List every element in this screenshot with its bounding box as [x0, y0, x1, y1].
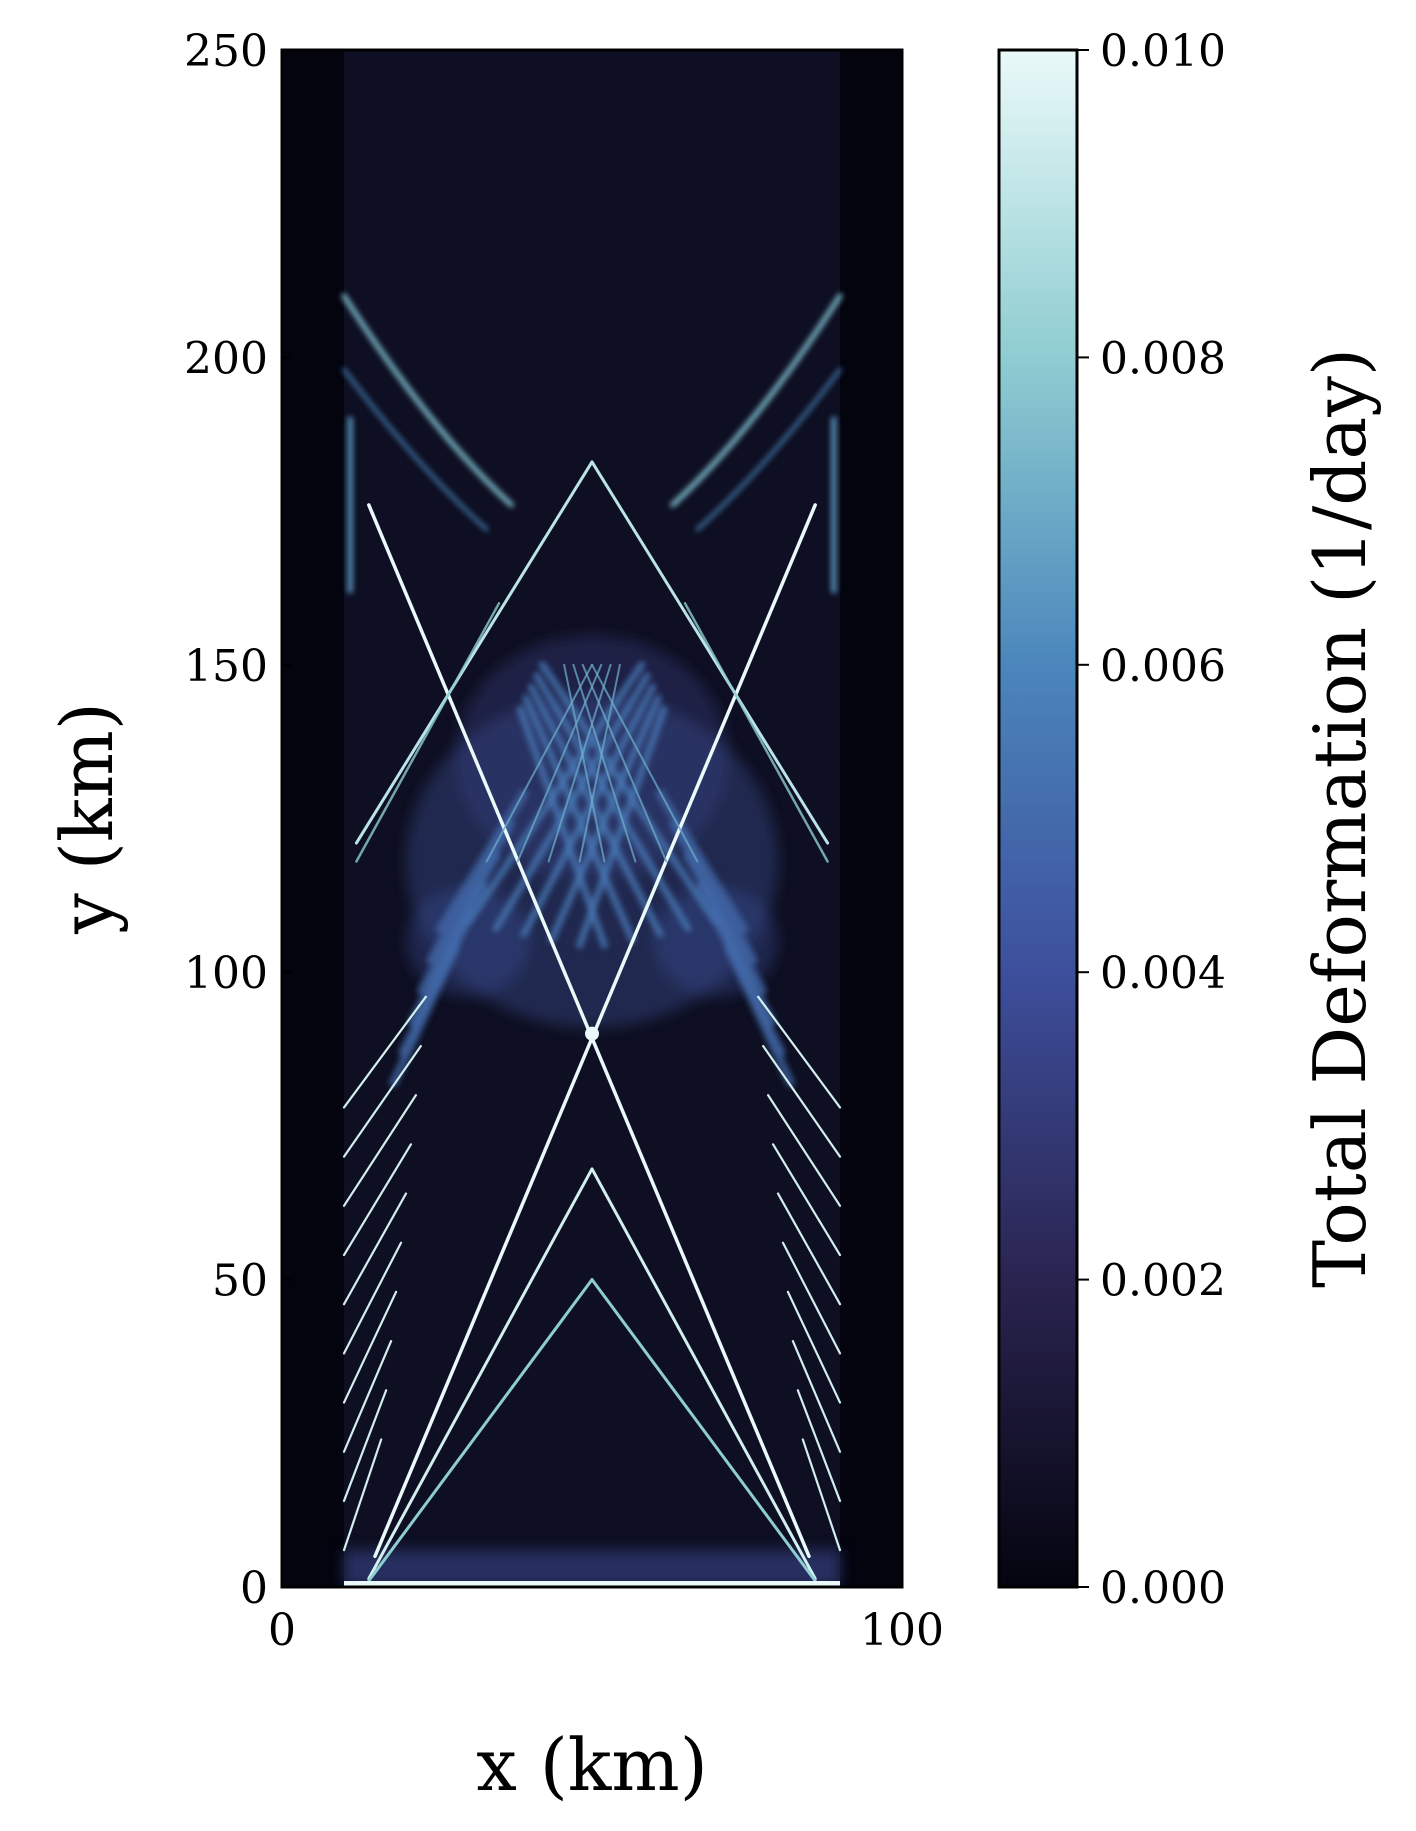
colorbar-tick-label: 0.004 — [1100, 948, 1226, 999]
y-axis-label: y (km) — [45, 702, 129, 935]
edge-fracture — [776, 1192, 842, 1306]
lattice-fracture — [485, 663, 593, 863]
edge-fracture — [762, 1044, 842, 1158]
edge-fracture — [342, 1290, 398, 1404]
lower-arch-line — [590, 1278, 817, 1583]
deformation-field — [341, 50, 843, 1587]
crossing-point — [585, 1026, 599, 1041]
edge-fracture — [342, 1389, 388, 1503]
edge-fracture — [766, 1094, 842, 1207]
upper-left-arc-2 — [342, 367, 489, 532]
flank-band — [426, 820, 515, 965]
lattice-band — [538, 661, 720, 927]
y-tick-label: 200 — [184, 333, 268, 384]
y-axis: 0 50 100 150 200 250 — [184, 26, 292, 1614]
boundary-band — [344, 1581, 840, 1587]
lower-arch-line — [367, 1278, 594, 1583]
edge-fracture — [342, 995, 427, 1109]
upper-right-arc — [670, 293, 843, 508]
heatmap-plot-area — [280, 48, 904, 1589]
edge-fracture — [791, 1339, 842, 1453]
edge-fracture — [342, 1094, 418, 1207]
lattice-fracture — [516, 663, 603, 863]
lattice-band — [464, 661, 646, 927]
lower-arch-line — [590, 1167, 817, 1581]
upper-arch-line-2 — [683, 602, 829, 863]
colorbar-tick-label: 0.008 — [1100, 333, 1226, 384]
edge-fracture — [342, 1438, 383, 1552]
colorbar-scale — [997, 48, 1079, 1589]
lattice-fracture — [578, 663, 621, 863]
lower-arch-line — [367, 1167, 594, 1581]
y-tick-label: 0 — [240, 1563, 268, 1614]
x-axis: 0 100 — [268, 1577, 944, 1656]
colorbar-tick-label: 0.010 — [1100, 26, 1226, 77]
deformation-bands — [341, 293, 843, 1088]
lattice-band — [522, 694, 636, 944]
edge-fracture — [342, 1241, 403, 1355]
edge-fracture — [781, 1241, 842, 1355]
x-axis-label: x (km) — [476, 1723, 708, 1807]
x-tick-label: 0 — [268, 1605, 296, 1656]
edge-fracture — [342, 1143, 413, 1257]
lattice-fracture — [572, 663, 637, 863]
edge-fracture — [771, 1143, 842, 1257]
colorbar-ticks: 0.000 0.002 0.004 0.006 0.008 0.010 — [1077, 26, 1226, 1614]
plot-frame — [280, 48, 904, 1589]
x-tick-label: 100 — [860, 1605, 944, 1656]
lattice-fracture — [581, 663, 668, 863]
edge-fracture — [342, 1192, 408, 1306]
lattice-fracture — [547, 663, 612, 863]
y-tick-label: 250 — [184, 26, 268, 77]
lattice-band — [516, 705, 608, 949]
upper-arch-line-2 — [355, 602, 501, 863]
y-tick-label: 50 — [212, 1256, 268, 1307]
edge-fracture — [796, 1389, 842, 1503]
deformation-fractures — [342, 50, 842, 1587]
edge-fracture — [342, 1044, 422, 1158]
colorbar-label: Total Deformation (1/day) — [1298, 348, 1382, 1288]
upper-arch-line — [590, 460, 830, 845]
colorbar-tick-label: 0.006 — [1100, 641, 1226, 692]
lattice-band — [520, 683, 657, 938]
lattice-fracture — [563, 663, 606, 863]
edge-fracture — [757, 995, 842, 1109]
edge-fracture — [342, 1339, 393, 1453]
colorbar: 0.000 0.002 0.004 0.006 0.008 0.010 Total Def… — [997, 26, 1382, 1614]
y-tick-label: 100 — [184, 948, 268, 999]
bottom-boundary-glow — [344, 1550, 840, 1587]
colorbar-tick-label: 0.002 — [1100, 1256, 1226, 1307]
edge-fracture — [786, 1290, 842, 1404]
lattice-band — [527, 683, 664, 938]
flank-band — [669, 820, 758, 965]
upper-arch-line — [354, 460, 594, 845]
upper-right-arc-2 — [695, 367, 842, 532]
colorbar-tick-label: 0.000 — [1100, 1563, 1226, 1614]
upper-left-arc — [341, 293, 514, 508]
edge-fracture — [801, 1438, 842, 1552]
lattice-fracture — [591, 663, 699, 863]
y-tick-label: 150 — [184, 641, 268, 692]
lattice-band — [548, 694, 662, 944]
